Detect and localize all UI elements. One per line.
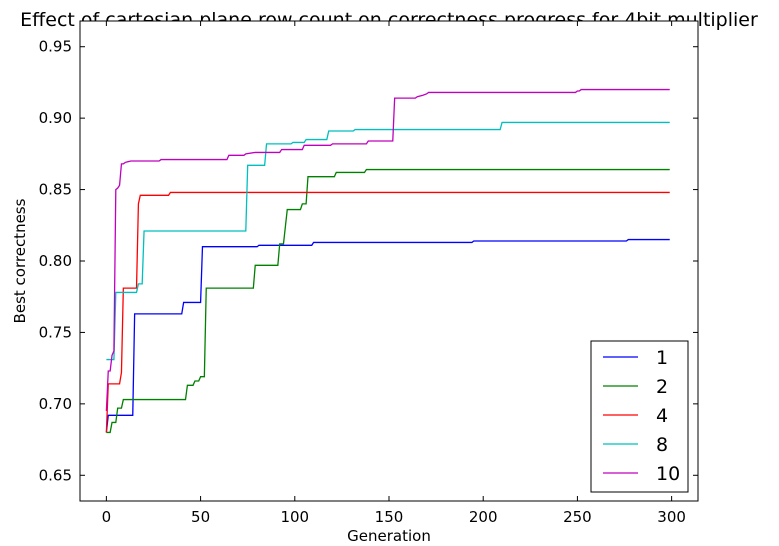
x-tick-label: 200 <box>469 508 498 526</box>
y-tick-label: 0.65 <box>39 466 72 484</box>
y-tick-label: 0.85 <box>39 181 72 199</box>
x-tick-label: 300 <box>657 508 686 526</box>
series-line-2 <box>106 168 670 434</box>
x-axis-label: Generation <box>347 527 431 545</box>
series-layer <box>105 88 670 434</box>
y-axis-label: Best correctness <box>11 198 29 323</box>
tick-layer: 0 50 100 150 200 250 300 0.65 0.70 0.75 0.80 0.85 0.… <box>39 21 698 526</box>
x-tick-label: 50 <box>191 508 210 526</box>
y-tick-label: 0.70 <box>39 395 72 413</box>
legend-label-10: 10 <box>656 463 680 485</box>
series-line-8 <box>106 121 670 361</box>
legend-box <box>590 340 689 493</box>
legend: 1 2 4 8 10 <box>590 340 689 493</box>
y-tick-label: 0.80 <box>39 252 72 270</box>
x-tick-label: 0 <box>102 508 112 526</box>
y-tick-label: 0.90 <box>39 109 72 127</box>
y-tick-label: 0.95 <box>39 38 72 56</box>
y-tick-label: 0.75 <box>39 323 72 341</box>
series-line-10 <box>105 88 670 412</box>
series-line-4 <box>105 191 670 433</box>
legend-label-1: 1 <box>656 347 668 369</box>
x-tick-label: 100 <box>280 508 309 526</box>
legend-label-4: 4 <box>656 405 668 427</box>
x-tick-label: 150 <box>375 508 404 526</box>
legend-label-8: 8 <box>656 434 668 456</box>
x-tick-label: 250 <box>563 508 592 526</box>
legend-label-2: 2 <box>656 376 668 398</box>
series-line-1 <box>105 238 670 433</box>
